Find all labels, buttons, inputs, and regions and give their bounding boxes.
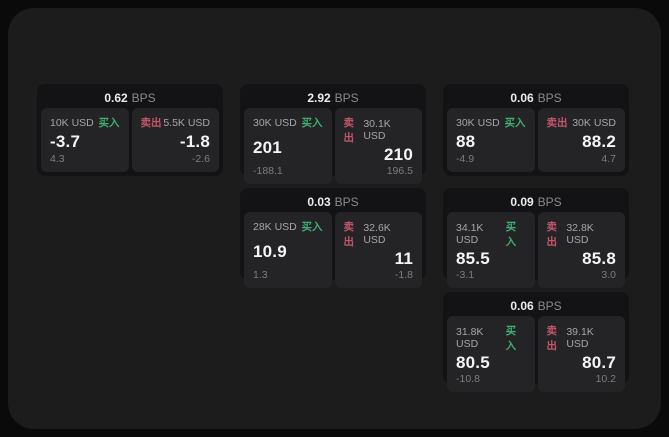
spread-header: 0.62 BPS (41, 88, 219, 108)
spread-value: 0.06 (510, 91, 534, 105)
sell-label: 卖出 (343, 221, 355, 248)
buy-price: 88 (456, 131, 476, 151)
sell-delta: 10.2 (595, 373, 616, 385)
sell-label: 卖出 (343, 117, 355, 144)
tile-row: 30K USD 买入 88 -4.9 卖出 30K USD 88.2 4.7 (447, 108, 625, 172)
buy-label: 买入 (301, 117, 323, 129)
sell-tile[interactable]: 卖出 32.6K USD 11 -1.8 (334, 212, 422, 288)
sell-delta: 4.7 (601, 153, 616, 165)
spread-unit: BPS (131, 91, 156, 105)
tile-row: 31.8K USD 买入 80.5 -10.8 卖出 39.1K USD 80.… (447, 316, 625, 392)
buy-price: 10.9 (253, 241, 287, 261)
sell-label: 卖出 (140, 117, 162, 129)
sell-tile[interactable]: 卖出 32.8K USD 85.8 3.0 (537, 212, 625, 288)
quote-card: 0.06 BPS 30K USD 买入 88 -4.9 卖出 30K USD (443, 84, 629, 176)
sell-tile[interactable]: 卖出 5.5K USD -1.8 -2.6 (131, 108, 219, 172)
app-panel: 0.62 BPS 10K USD 买入 -3.7 4.3 卖出 5.5K USD (8, 8, 661, 429)
sell-price: -1.8 (179, 131, 210, 151)
spread-value: 0.62 (104, 91, 128, 105)
spread-value: 0.03 (307, 195, 331, 209)
quote-card: 2.92 BPS 30K USD 买入 201 -188.1 卖出 30.1K … (240, 84, 426, 184)
sell-tile[interactable]: 卖出 30K USD 88.2 4.7 (537, 108, 625, 172)
spread-header: 0.03 BPS (244, 192, 422, 212)
spread-unit: BPS (537, 195, 562, 209)
buy-label: 买入 (505, 325, 517, 352)
spread-unit: BPS (537, 299, 562, 313)
quote-card: 0.03 BPS 28K USD 买入 10.9 1.3 卖出 32.6K US… (240, 188, 426, 288)
buy-tile[interactable]: 10K USD 买入 -3.7 4.3 (41, 108, 129, 172)
sell-delta: -1.8 (394, 269, 413, 281)
sell-delta: 196.5 (386, 165, 413, 177)
buy-delta: 1.3 (253, 269, 268, 281)
sell-delta: 3.0 (601, 269, 616, 281)
spread-header: 0.06 BPS (447, 296, 625, 316)
buy-tile[interactable]: 30K USD 买入 88 -4.9 (447, 108, 535, 172)
sell-price: 88.2 (582, 131, 616, 151)
spread-unit: BPS (537, 91, 562, 105)
buy-size: 34.1K USD (456, 222, 484, 246)
quote-card: 0.09 BPS 34.1K USD 买入 85.5 -3.1 卖出 32.8K… (443, 188, 629, 288)
sell-price: 11 (394, 249, 413, 268)
quote-card: 0.62 BPS 10K USD 买入 -3.7 4.3 卖出 5.5K USD (37, 84, 223, 176)
buy-label: 买入 (504, 117, 526, 129)
sell-tile[interactable]: 卖出 39.1K USD 80.7 10.2 (537, 316, 625, 392)
spread-unit: BPS (334, 91, 359, 105)
sell-delta: -2.6 (191, 153, 210, 165)
tile-row: 28K USD 买入 10.9 1.3 卖出 32.6K USD 11 -1.8 (244, 212, 422, 288)
sell-size: 32.8K USD (566, 222, 594, 246)
buy-delta: -10.8 (456, 373, 480, 385)
buy-size: 31.8K USD (456, 326, 484, 350)
tile-row: 34.1K USD 买入 85.5 -3.1 卖出 32.8K USD 85.8… (447, 212, 625, 288)
sell-price: 80.7 (582, 353, 616, 372)
sell-tile[interactable]: 卖出 30.1K USD 210 196.5 (334, 108, 422, 184)
buy-tile[interactable]: 30K USD 买入 201 -188.1 (244, 108, 332, 184)
sell-label: 卖出 (546, 221, 558, 248)
sell-size: 30K USD (572, 116, 616, 129)
sell-price: 85.8 (582, 249, 616, 268)
tile-row: 10K USD 买入 -3.7 4.3 卖出 5.5K USD -1.8 -2.… (41, 108, 219, 172)
buy-delta: -188.1 (253, 165, 283, 177)
buy-delta: -3.1 (456, 269, 475, 281)
spread-header: 0.06 BPS (447, 88, 625, 108)
spread-value: 0.09 (510, 195, 534, 209)
buy-delta: 4.3 (50, 153, 65, 165)
buy-delta: -4.9 (456, 153, 475, 165)
quote-card: 0.06 BPS 31.8K USD 买入 80.5 -10.8 卖出 39.1… (443, 292, 629, 392)
buy-label: 买入 (98, 117, 120, 129)
quote-grid: 0.62 BPS 10K USD 买入 -3.7 4.3 卖出 5.5K USD (37, 84, 629, 392)
buy-label: 买入 (301, 221, 323, 233)
buy-size: 10K USD (50, 116, 94, 129)
buy-tile[interactable]: 34.1K USD 买入 85.5 -3.1 (447, 212, 535, 288)
buy-label: 买入 (505, 221, 517, 248)
spread-value: 2.92 (307, 91, 331, 105)
spread-header: 0.09 BPS (447, 192, 625, 212)
buy-size: 28K USD (253, 220, 297, 233)
spread-unit: BPS (334, 195, 359, 209)
sell-size: 30.1K USD (363, 118, 391, 142)
buy-price: 80.5 (456, 353, 490, 372)
buy-size: 30K USD (253, 116, 297, 129)
sell-label: 卖出 (546, 325, 558, 352)
spread-value: 0.06 (510, 299, 534, 313)
buy-size: 30K USD (456, 116, 500, 129)
buy-price: 85.5 (456, 249, 490, 268)
buy-tile[interactable]: 28K USD 买入 10.9 1.3 (244, 212, 332, 288)
buy-price: 201 (253, 137, 282, 157)
sell-size: 39.1K USD (566, 326, 594, 350)
sell-price: 210 (384, 145, 413, 164)
tile-row: 30K USD 买入 201 -188.1 卖出 30.1K USD 210 1… (244, 108, 422, 184)
buy-price: -3.7 (50, 131, 81, 151)
sell-label: 卖出 (546, 117, 568, 129)
sell-size: 32.6K USD (363, 222, 391, 246)
spread-header: 2.92 BPS (244, 88, 422, 108)
sell-size: 5.5K USD (163, 116, 210, 129)
buy-tile[interactable]: 31.8K USD 买入 80.5 -10.8 (447, 316, 535, 392)
